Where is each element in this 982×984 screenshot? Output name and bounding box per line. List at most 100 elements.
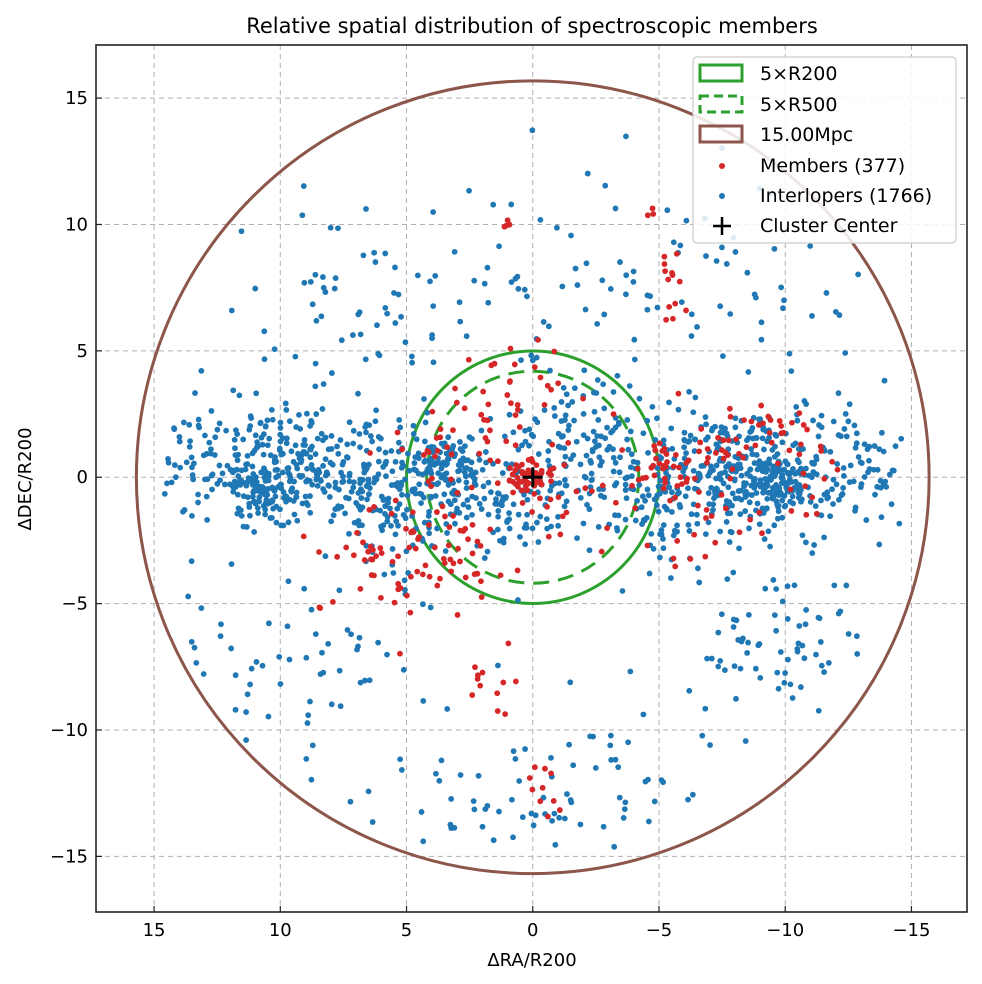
interloper-point [432,770,439,777]
interloper-point [234,510,241,517]
interloper-point [355,390,361,397]
interloper-point [825,660,832,666]
member-point [718,491,725,498]
interloper-point [230,488,237,495]
interloper-point [553,224,560,231]
interloper-point [325,640,332,647]
interloper-point [676,501,683,508]
interloper-point [235,480,242,486]
interloper-point [398,464,405,471]
interloper-point [674,528,680,535]
interloper-point [307,493,313,499]
interloper-point [736,545,742,552]
member-point [580,395,586,402]
interloper-point [192,390,198,396]
interloper-point [551,810,558,817]
interloper-point [391,290,397,296]
interloper-point [654,304,661,311]
interloper-point [288,488,295,495]
interloper-point [264,417,271,424]
interloper-point [865,469,871,476]
interloper-point [277,481,284,488]
interloper-point [312,383,319,390]
interloper-point [719,244,725,251]
interloper-point [716,471,723,478]
interloper-point [238,228,245,235]
interloper-point [774,669,781,676]
interloper-point [541,407,548,414]
interloper-point [259,441,266,448]
member-point [537,798,544,805]
interloper-point [209,486,215,493]
interloper-point [855,454,862,460]
interloper-point [286,496,293,503]
interloper-point [889,467,896,474]
interloper-point [830,501,836,507]
interloper-point [730,624,737,630]
interloper-point [640,711,647,718]
interloper-point [543,516,550,523]
interloper-point [760,426,767,433]
interloper-point [566,422,572,429]
interloper-point [843,433,850,440]
member-point [712,539,719,546]
interloper-point [268,406,275,413]
interloper-point [745,611,752,618]
interloper-point [357,331,364,338]
interloper-point [615,512,622,519]
interloper-point [503,461,510,467]
interloper-point [300,183,307,189]
member-point [537,495,543,502]
interloper-point [612,459,619,466]
interloper-point [864,446,871,453]
interloper-point [649,403,656,410]
interloper-point [426,508,432,515]
interloper-point [397,756,404,763]
interloper-point [284,465,291,472]
interloper-point [232,445,238,452]
interloper-point [389,468,396,475]
member-point [524,487,531,494]
interloper-point [644,306,651,313]
interloper-point [258,469,265,476]
interloper-point [642,497,648,504]
interloper-point [645,449,651,456]
member-point [426,573,433,580]
interloper-point [586,547,593,554]
interloper-point [627,464,634,471]
interloper-point [459,448,466,455]
member-point [539,784,546,791]
interloper-point [571,417,577,424]
interloper-point [271,346,278,353]
interloper-point [303,755,310,762]
member-point [455,545,461,552]
member-point [505,640,512,647]
interloper-point [810,460,816,467]
member-point [652,447,659,454]
interloper-point [375,433,382,440]
interloper-point [499,470,506,476]
member-point [696,489,702,495]
legend-label-interlopers: Interlopers (1766) [760,185,932,207]
interloper-point [355,490,362,496]
interloper-point [236,392,243,399]
member-point [766,429,773,436]
member-point [394,429,401,436]
member-point [778,423,785,429]
member-point [760,420,766,427]
interloper-point [262,506,269,513]
legend-label-r500: 5×R500 [760,94,837,116]
interloper-point [424,409,431,416]
interloper-point [784,616,791,622]
member-point [403,592,410,599]
interloper-point [308,606,315,613]
interloper-point [475,772,482,779]
axis-ticks: 15 10 5 0 −5 −10 −15 15 10 5 0 −5 −10 −15 [50,88,930,941]
interloper-point [803,607,810,613]
interloper-point [355,311,362,318]
interloper-point [676,489,682,496]
interloper-point [733,695,739,702]
interloper-point [335,450,342,457]
interloper-point [221,481,228,488]
member-point [469,550,476,557]
